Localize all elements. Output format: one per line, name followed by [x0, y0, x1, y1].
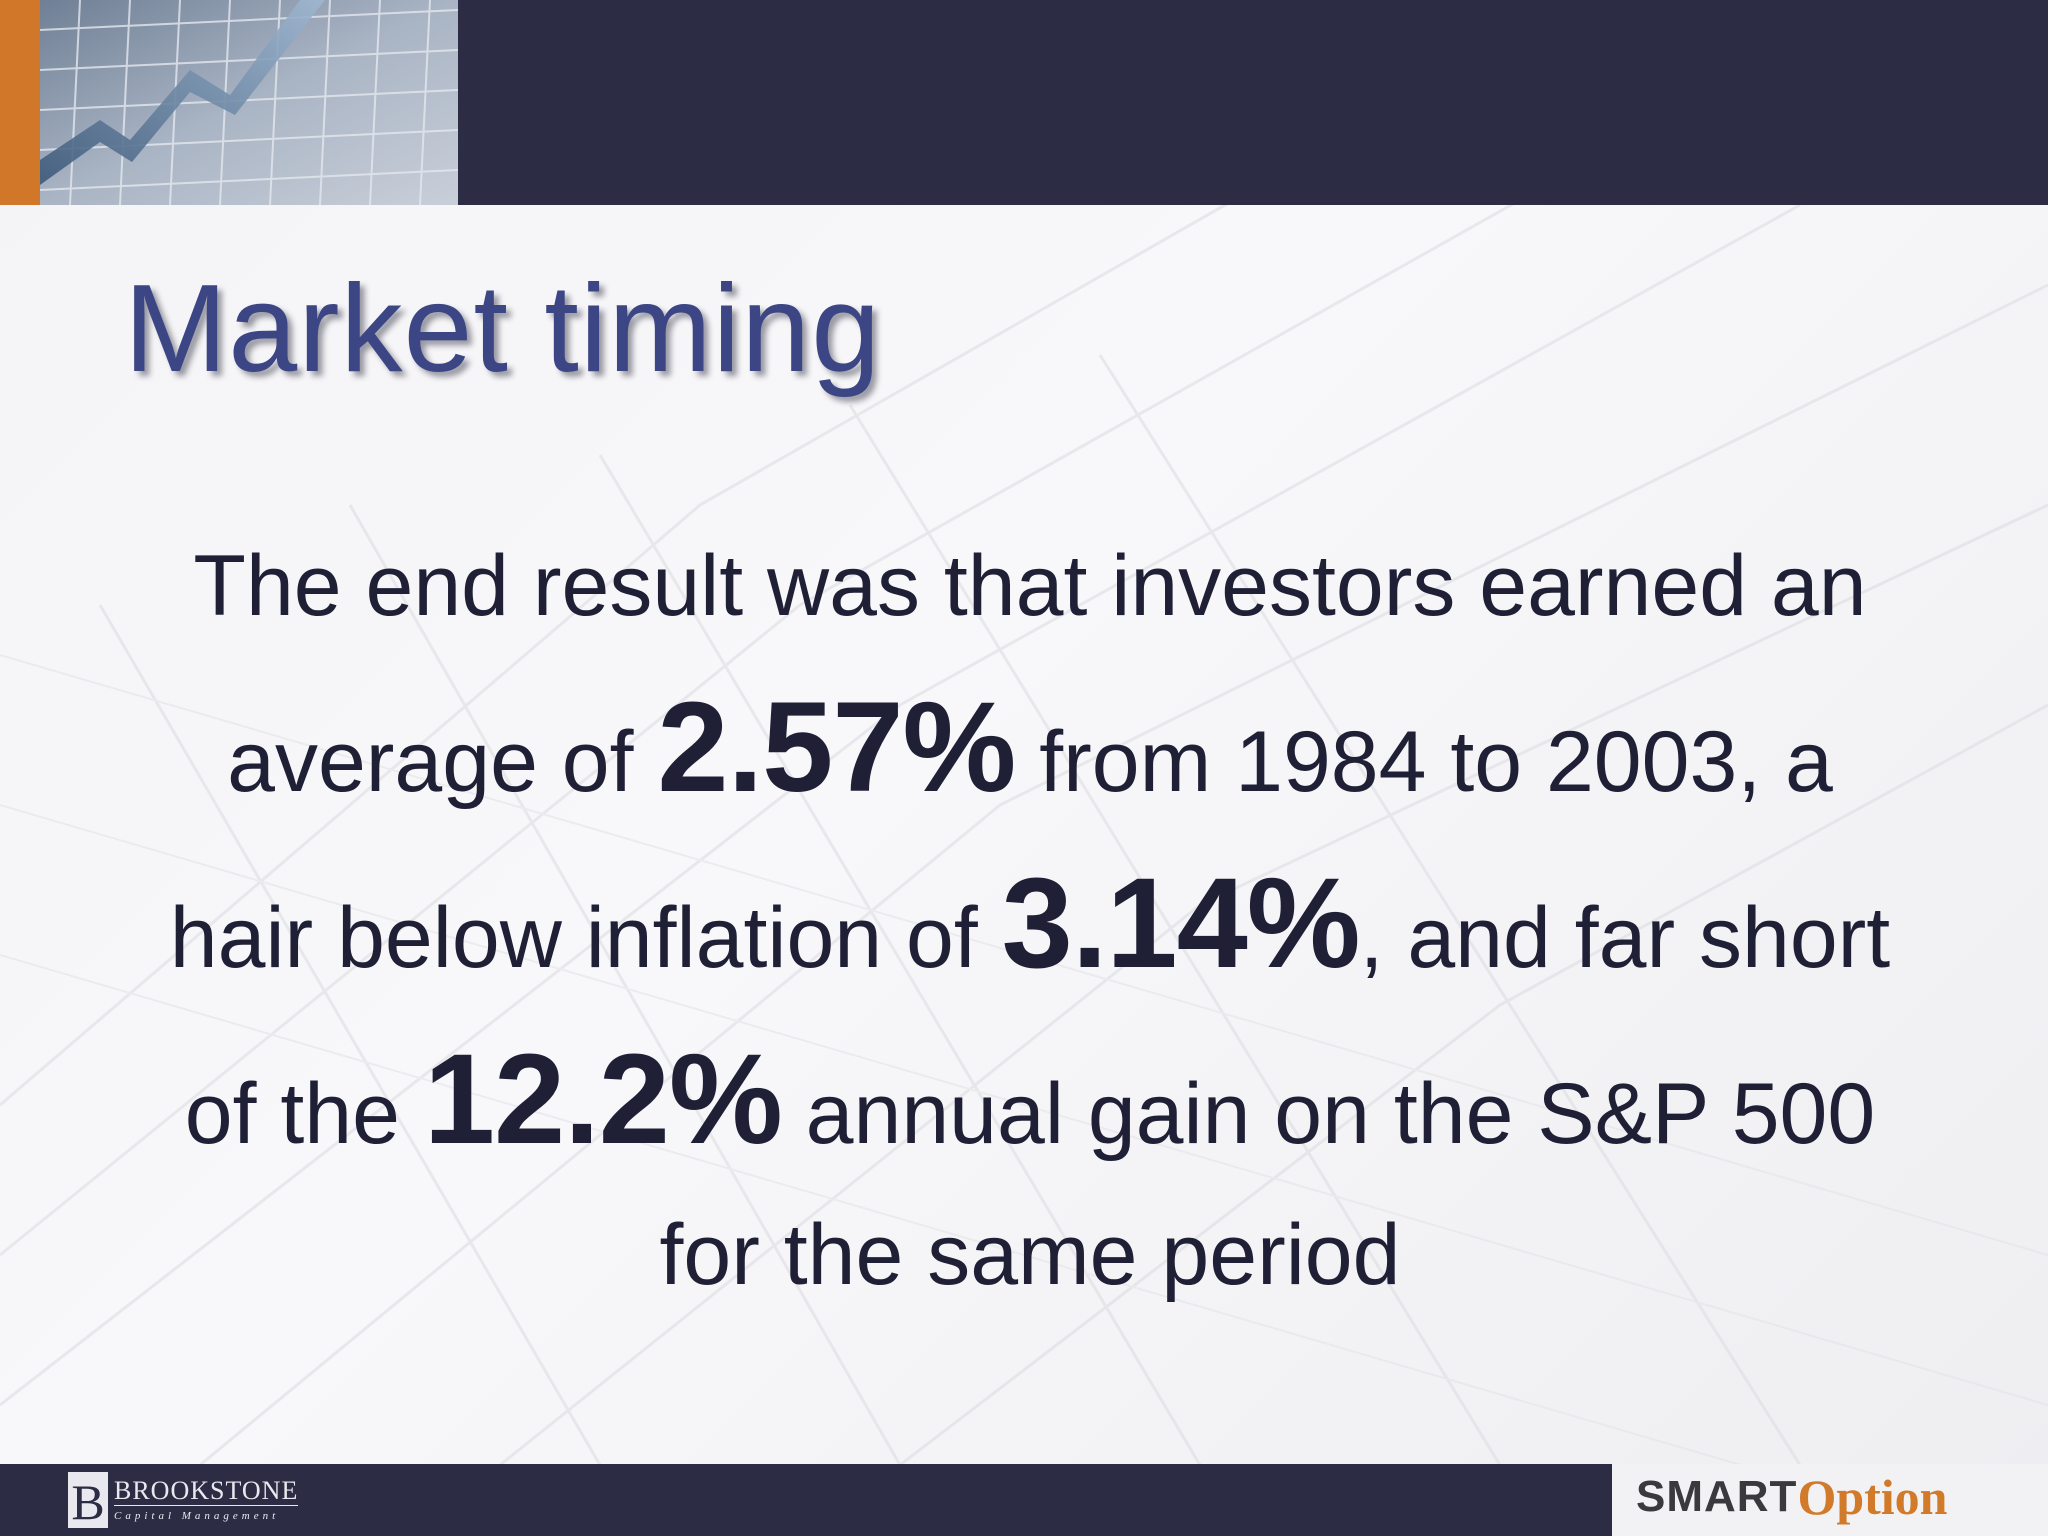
body-line-2-post: from 1984 to 2003, a	[1015, 714, 1833, 810]
brookstone-logo: B BROOKSTONE Capital Management	[68, 1470, 299, 1530]
svg-text:B: B	[71, 1474, 104, 1528]
body-line-3-post: , and far short	[1359, 890, 1891, 986]
body-line-1: The end result was that investors earned…	[193, 538, 1867, 634]
highlight-sp500-gain: 12.2%	[423, 1028, 783, 1171]
slide-title: Market timing	[124, 260, 882, 398]
slide-body: The end result was that investors earned…	[110, 505, 1950, 1329]
body-line-4-post: annual gain on the S&P 500	[781, 1066, 1876, 1162]
brookstone-tagline: Capital Management	[114, 1504, 299, 1524]
footer-band	[0, 1464, 1612, 1536]
rising-chart-graphic	[40, 0, 458, 205]
smartoption-logo: SMART Option	[1636, 1462, 1948, 1532]
background-grid-texture	[0, 205, 2048, 1465]
highlight-investor-return: 2.57%	[657, 676, 1016, 819]
body-line-2-pre: average of	[227, 714, 658, 810]
highlight-inflation: 3.14%	[1001, 852, 1361, 995]
option-wordmark: Option	[1797, 1469, 1948, 1525]
brookstone-b-icon: B	[68, 1472, 108, 1528]
body-line-5: for the same period	[659, 1207, 1401, 1303]
header-accent-stripe	[0, 0, 40, 205]
brookstone-name: BROOKSTONE	[114, 1475, 299, 1505]
body-line-4-pre: of the	[184, 1066, 424, 1162]
body-line-3-pre: hair below inflation of	[169, 890, 1002, 986]
smart-wordmark: SMART	[1636, 1472, 1798, 1521]
footer-logo-panel	[1612, 1464, 2048, 1536]
